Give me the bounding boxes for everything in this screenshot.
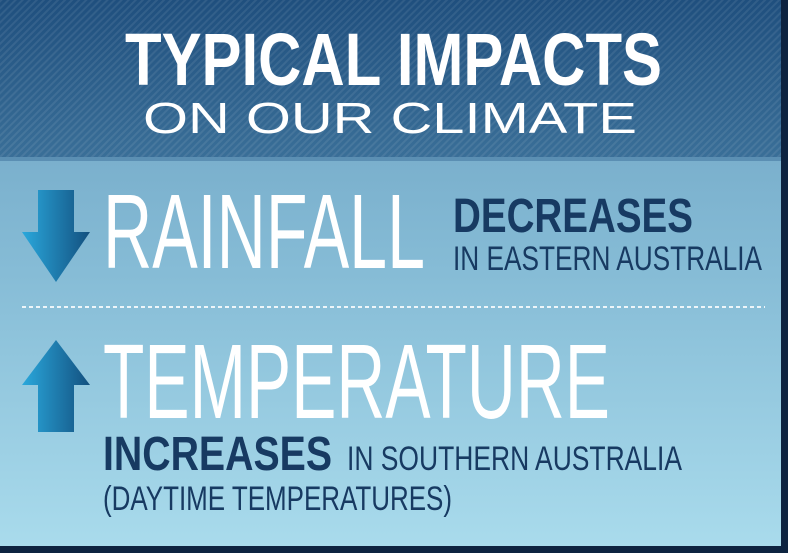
up-arrow [22, 340, 90, 432]
subtitle: ON OUR CLIMATE [143, 94, 637, 143]
impact-label: TEMPERATURE [103, 323, 610, 441]
down-arrow [22, 190, 90, 282]
title: TYPICAL IMPACTS [125, 18, 662, 101]
impact-region: IN SOUTHERN AUSTRALIA [347, 440, 682, 478]
impact-change: INCREASES [103, 428, 332, 481]
impact-change: DECREASES [453, 190, 693, 243]
impact-label: RAINFALL [103, 173, 425, 291]
header-stripes [0, 0, 781, 160]
impact-note: (DAYTIME TEMPERATURES) [103, 480, 452, 518]
header-edge [0, 157, 781, 161]
impact-region: IN EASTERN AUSTRALIA [453, 240, 762, 278]
